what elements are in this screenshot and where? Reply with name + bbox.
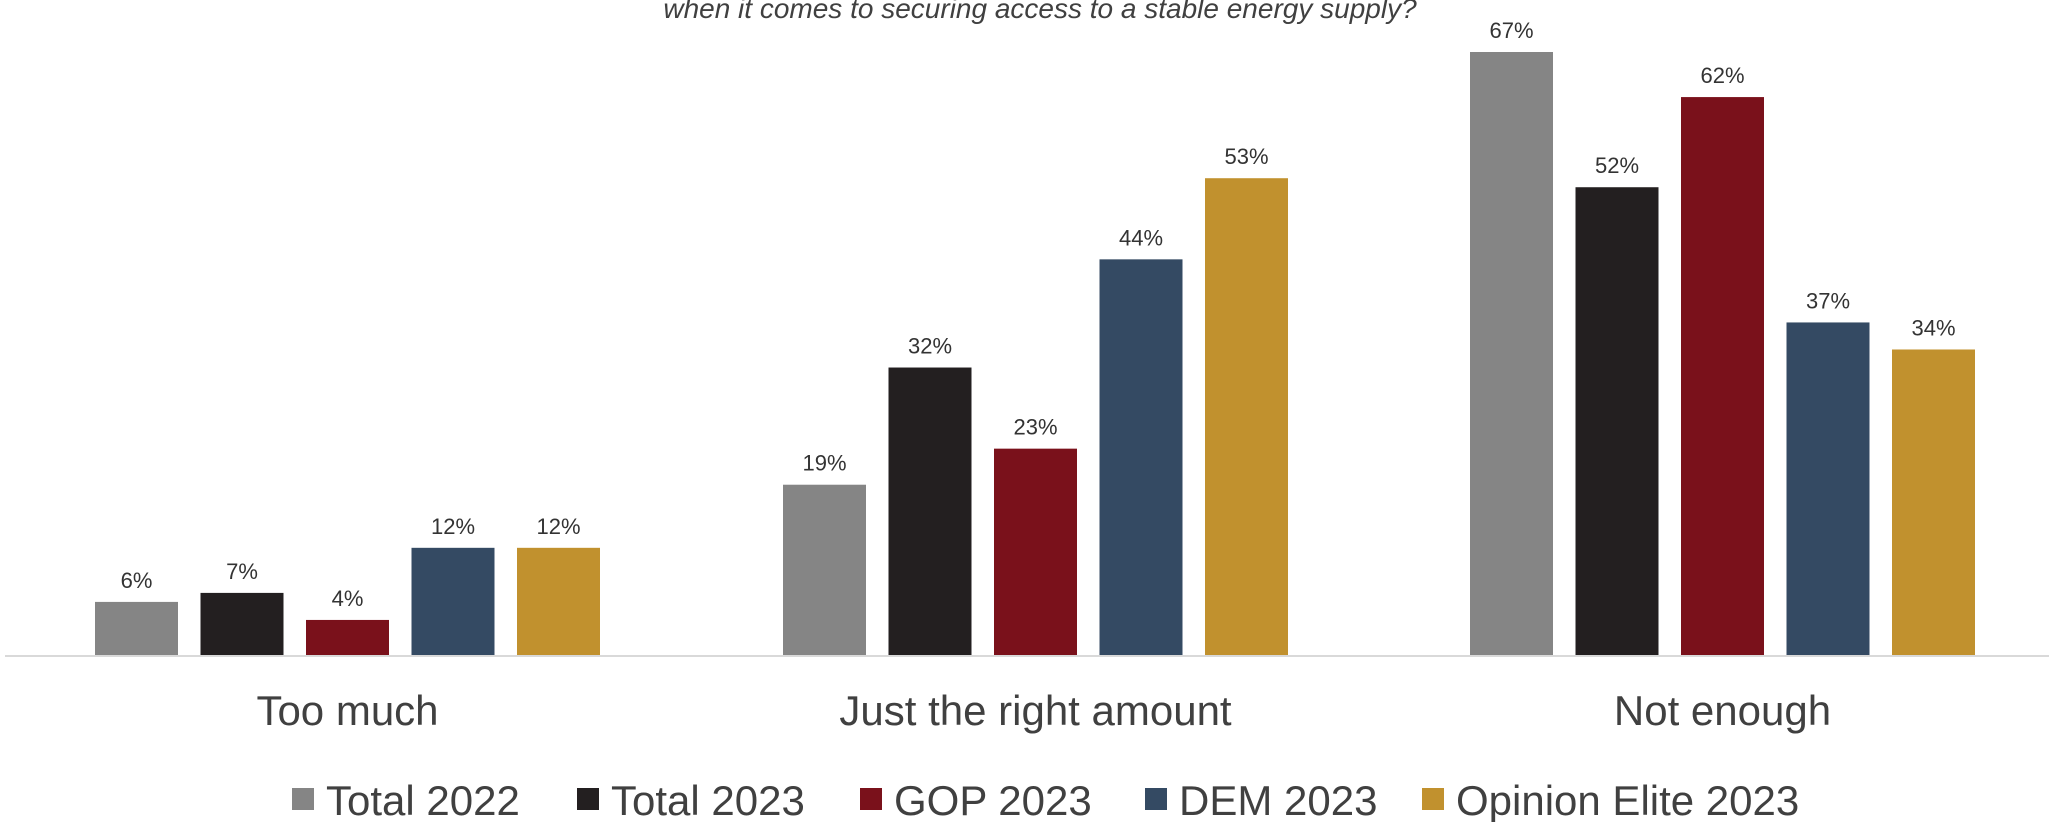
bars-layer [95, 52, 1975, 656]
bar-1-1 [888, 367, 972, 656]
legend-swatch-3 [1145, 788, 1167, 810]
bar-1-3 [1099, 259, 1183, 656]
legend-swatch-1 [577, 788, 599, 810]
legend-item-0: Total 2022 [292, 777, 520, 822]
bar-0-1 [200, 592, 284, 656]
data-label-0-0: 6% [121, 568, 153, 593]
bar-2-4 [1892, 349, 1975, 656]
bar-1-4 [1205, 178, 1288, 656]
bar-2-0 [1470, 52, 1553, 656]
data-label-0-1: 7% [226, 559, 258, 584]
chart-subtitle: when it comes to securing access to a st… [663, 0, 1417, 24]
bar-2-2 [1681, 97, 1764, 656]
data-label-2-1: 52% [1595, 153, 1639, 178]
bar-1-0 [783, 484, 866, 656]
data-label-1-2: 23% [1013, 415, 1057, 440]
legend: Total 2022 Total 2023 GOP 2023 DEM 2023 Opin… [292, 777, 1799, 822]
data-label-0-4: 12% [536, 514, 580, 539]
legend-label-3: DEM 2023 [1179, 777, 1377, 822]
legend-swatch-2 [860, 788, 882, 810]
data-label-1-0: 19% [802, 451, 846, 476]
data-label-1-4: 53% [1224, 144, 1268, 169]
legend-label-4: Opinion Elite 2023 [1456, 777, 1799, 822]
legend-swatch-0 [292, 788, 314, 810]
data-label-2-0: 67% [1489, 18, 1533, 43]
category-label-1: Just the right amount [839, 687, 1232, 734]
category-label-2: Not enough [1614, 687, 1831, 734]
data-label-0-2: 4% [332, 586, 364, 611]
legend-label-1: Total 2023 [611, 777, 805, 822]
data-label-2-3: 37% [1806, 288, 1850, 313]
data-label-0-3: 12% [431, 514, 475, 539]
legend-item-1: Total 2023 [577, 777, 805, 822]
bar-0-0 [95, 601, 178, 656]
legend-item-4: Opinion Elite 2023 [1422, 777, 1799, 822]
bar-0-2 [306, 619, 389, 656]
bar-1-2 [994, 448, 1077, 656]
bar-2-1 [1575, 187, 1659, 656]
bar-0-4 [517, 547, 600, 656]
legend-label-0: Total 2022 [326, 777, 520, 822]
value-labels-layer: 6% 7% 4% 12% 12% 19% 32% 23% 44% 53% 67% 52% 62% 37% 3… [121, 18, 1956, 611]
legend-label-2: GOP 2023 [894, 777, 1092, 822]
data-label-2-4: 34% [1911, 315, 1955, 340]
bar-0-3 [411, 547, 495, 656]
legend-item-2: GOP 2023 [860, 777, 1092, 822]
legend-item-3: DEM 2023 [1145, 777, 1377, 822]
data-label-1-3: 44% [1119, 225, 1163, 250]
data-label-2-2: 62% [1700, 63, 1744, 88]
category-labels-layer: Too much Just the right amount Not enough [256, 687, 1831, 734]
legend-swatch-4 [1422, 788, 1444, 810]
bar-2-3 [1786, 322, 1870, 656]
data-label-1-1: 32% [908, 334, 952, 359]
category-label-0: Too much [256, 687, 438, 734]
